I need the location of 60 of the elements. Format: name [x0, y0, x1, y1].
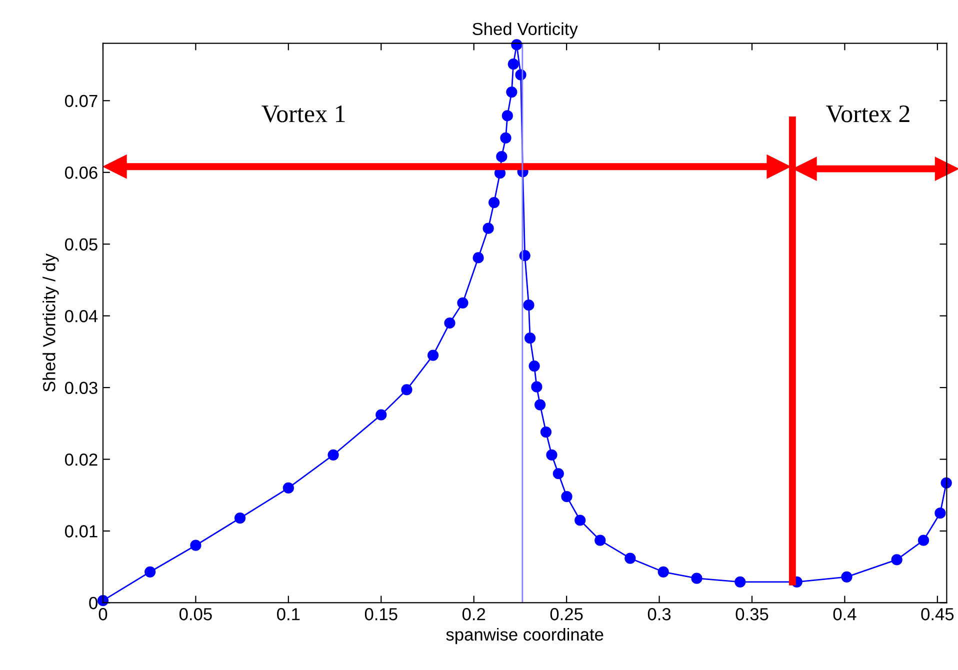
point	[594, 534, 606, 546]
point	[534, 399, 546, 410]
x-tick-label: 0.2	[462, 608, 486, 620]
x-axis-title: spanwise coordinate	[446, 628, 604, 644]
point	[282, 482, 294, 494]
point	[234, 512, 246, 524]
point	[540, 426, 552, 438]
x-tick-label: 0.25	[550, 608, 583, 620]
y-tick-label: 0.01	[65, 525, 98, 538]
point	[401, 384, 412, 396]
x-tick-label: 0.35	[736, 608, 768, 620]
y-tick-label: 0.02	[65, 453, 98, 466]
point	[144, 566, 156, 578]
point	[658, 566, 669, 578]
point	[496, 151, 508, 162]
point	[523, 300, 534, 311]
point	[524, 332, 536, 344]
point	[934, 508, 946, 519]
point	[488, 196, 500, 208]
point	[552, 468, 564, 480]
point	[444, 317, 456, 329]
point	[531, 381, 542, 392]
y-tick-label: 0.06	[65, 166, 98, 179]
chart-title: Shed Vorticity	[472, 22, 578, 39]
y-tick-label: 0.04	[65, 310, 98, 322]
point	[574, 514, 586, 526]
point	[506, 86, 518, 98]
y-tick-label: 0.07	[65, 94, 98, 108]
point	[841, 571, 852, 582]
y-axis-title: Shed Vorticity / dy	[42, 254, 59, 392]
point	[561, 491, 572, 502]
x-tick-label: 0.4	[833, 608, 856, 620]
point	[190, 540, 202, 551]
point	[624, 552, 636, 564]
x-tick-label: 0	[98, 608, 108, 620]
x-tick-label: 0.1	[277, 608, 300, 620]
point	[734, 576, 746, 588]
point	[376, 409, 387, 420]
annotation: Vortex 1	[262, 106, 345, 122]
x-tick-label: 0.45	[921, 608, 954, 620]
point	[502, 110, 513, 122]
point	[482, 222, 494, 234]
point	[500, 132, 512, 144]
x-tick-label: 0.05	[179, 608, 212, 620]
annotation: Vortex 2	[826, 105, 910, 122]
point	[508, 58, 519, 70]
point	[546, 449, 558, 461]
y-tick-label: 0.03	[65, 382, 98, 394]
point	[427, 350, 439, 361]
point	[328, 449, 339, 461]
point	[891, 554, 902, 566]
y-tick-label: 0.05	[65, 238, 98, 251]
y-tick-label: 0	[89, 596, 98, 610]
point	[691, 572, 702, 584]
point	[918, 534, 930, 546]
point	[528, 360, 540, 372]
x-tick-label: 0.3	[648, 608, 671, 620]
x-tick-label: 0.15	[364, 608, 398, 620]
point	[472, 252, 484, 264]
point	[457, 297, 468, 308]
